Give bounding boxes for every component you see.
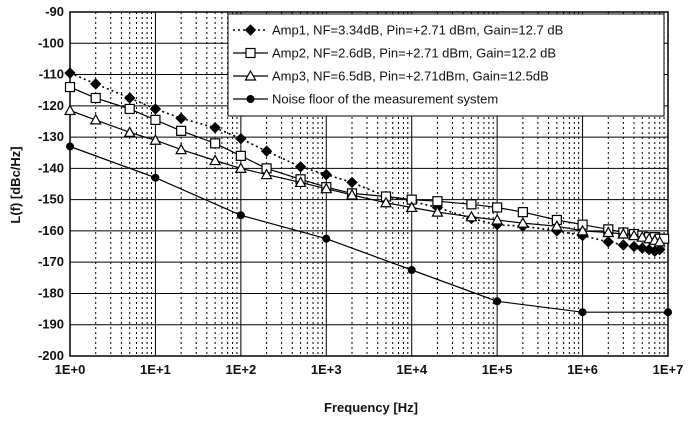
amp3-point (405, 201, 418, 213)
noise-floor-point (664, 308, 672, 317)
grid-lines (70, 12, 668, 356)
legend-marker (244, 69, 257, 81)
amp3-point (465, 210, 478, 222)
amp1-point (320, 168, 332, 181)
x-tick-label: 1E+7 (653, 362, 684, 377)
noise-floor-line (69, 145, 668, 313)
amp2-point (235, 150, 246, 161)
amp3-point (550, 219, 563, 231)
legend-marker (245, 47, 256, 59)
amp3-point (617, 227, 630, 239)
amp1-point (124, 92, 136, 104)
noise-floor-point (407, 266, 416, 274)
y-tick-label: -170 (38, 254, 64, 269)
amp3-point (89, 113, 102, 125)
x-tick-label: 1E+2 (225, 362, 256, 377)
legend-label: Noise floor of the measurement system (272, 92, 498, 107)
noise-floor-point (578, 308, 587, 317)
amp1-point (654, 243, 666, 256)
amp1-point (209, 122, 221, 134)
noise-floor-point (236, 211, 245, 220)
amp3-point (63, 104, 77, 116)
noise-floor-point (493, 297, 502, 306)
y-tick-label: -150 (38, 192, 64, 207)
amp3-point (320, 182, 333, 194)
amp2-point (90, 92, 101, 104)
amp2-point (64, 81, 76, 93)
amp2-point (150, 114, 161, 125)
amp3-point (431, 205, 444, 217)
y-tick-label: -140 (38, 160, 64, 175)
y-tick-label: -130 (38, 129, 64, 144)
amp1-point (602, 236, 614, 248)
amp2-point (517, 207, 528, 218)
x-tick-label: 1E+5 (482, 362, 513, 377)
amp1-point (235, 132, 247, 145)
amp3-point (627, 229, 641, 241)
y-tick-label: -110 (39, 67, 64, 82)
amp1-point (175, 112, 187, 125)
amp3-point (260, 168, 273, 180)
y-axis-title: L(f) [dBc/Hz] (8, 146, 23, 223)
amp3-point (491, 213, 504, 225)
amp3-point (234, 162, 247, 173)
amp2-point (466, 199, 477, 210)
series-layer (63, 67, 672, 317)
amp1-point (628, 240, 640, 253)
amp3-point (175, 143, 188, 155)
amp2-point (432, 196, 443, 207)
amp1-point (346, 176, 358, 189)
y-tick-label: -160 (38, 223, 64, 238)
amp2-point (176, 125, 187, 136)
noise-floor-point (151, 173, 160, 182)
amp3-point (294, 176, 307, 188)
amp1-point (617, 239, 630, 251)
x-tick-labels: 1E+0 1E+1 1E+2 1E+3 1E+4 1E+5 1E+6 1E+7 (55, 362, 684, 377)
y-tick-label: -200 (38, 348, 64, 363)
amp3-point (576, 224, 589, 236)
amp3-point (149, 133, 162, 145)
legend-box (227, 13, 665, 117)
x-tick-label: 1E+0 (55, 362, 86, 377)
amp3-point (345, 188, 359, 200)
y-tick-label: -190 (38, 317, 64, 332)
noise-floor-point (322, 234, 331, 243)
legend-marker (244, 24, 257, 36)
legend-label: Amp2, NF=2.6dB, Pin=+2.71 dBm, Gain=12.2… (272, 46, 556, 61)
y-tick-label: -180 (38, 285, 64, 300)
amp3-point (602, 226, 615, 238)
y-tick-labels: -90 -100 -110 -120 -130 -140 -150 -160 -170 -180 -… (38, 4, 64, 363)
amp2-point (210, 138, 221, 149)
x-tick-label: 1E+4 (396, 362, 427, 377)
amp2-point (124, 103, 135, 115)
amp3-point (123, 126, 136, 137)
amp1-point (294, 161, 307, 173)
y-tick-label: -90 (45, 4, 64, 19)
amp1-point (149, 103, 162, 115)
amp3-point (653, 235, 666, 247)
amp1-point (90, 78, 102, 90)
amp3-point (209, 154, 222, 166)
x-axis-title: Frequency [Hz] (324, 400, 418, 415)
amp1-point (260, 145, 273, 157)
amp3-point (516, 216, 529, 228)
amp3-point (379, 196, 393, 208)
noise-floor-point (66, 142, 74, 151)
y-tick-label: -120 (38, 98, 64, 113)
legend-label: Amp3, NF=6.5dB, Pin=+2.71dBm, Gain=12.5d… (272, 69, 549, 84)
amp2-point (492, 202, 503, 213)
plot-area-frame (69, 11, 669, 357)
x-tick-label: 1E+6 (567, 362, 598, 377)
y-tick-label: -100 (38, 35, 64, 50)
x-tick-label: 1E+1 (140, 362, 171, 377)
amp1-point (64, 67, 76, 79)
x-tick-label: 1E+3 (311, 362, 342, 377)
legend: Amp1, NF=3.34dB, Pin=+2.71 dBm, Gain=12.… (227, 13, 665, 117)
legend-marker (246, 95, 255, 103)
amp3-point (636, 230, 649, 242)
legend-label: Amp1, NF=3.34dB, Pin=+2.71 dBm, Gain=12.… (272, 23, 563, 38)
